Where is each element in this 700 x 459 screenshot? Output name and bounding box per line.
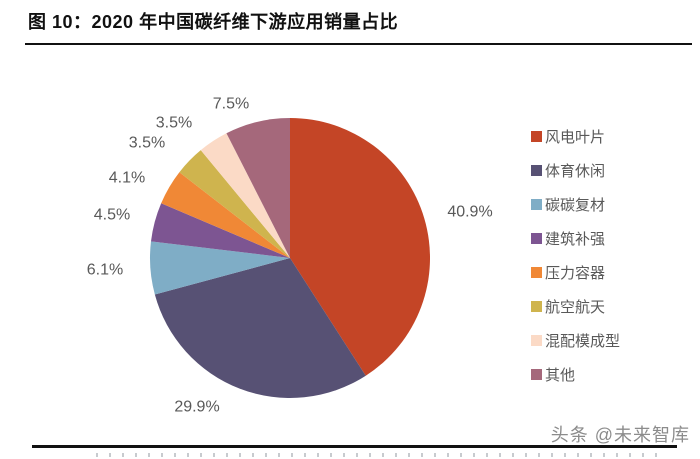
legend-item-label: 其他 <box>545 366 576 384</box>
watermark: 头条 @未来智库 <box>550 425 690 445</box>
legend-item: 航空航天 <box>531 296 620 316</box>
pie-slice-label: 40.9% <box>447 204 492 221</box>
pie-slice <box>290 118 430 376</box>
pie-slice <box>150 241 290 295</box>
legend-item-label: 混配模成型 <box>545 332 621 350</box>
legend-swatch-icon <box>531 198 542 210</box>
legend-swatch-icon <box>531 130 542 142</box>
legend-swatch-icon <box>531 164 542 176</box>
clipped-source-text <box>96 453 662 457</box>
legend-item: 压力容器 <box>531 262 620 282</box>
bottom-divider <box>32 445 677 448</box>
pie-slice-label: 29.9% <box>174 399 219 416</box>
pie-slice-label: 7.5% <box>213 96 249 113</box>
pie-slice-label: 3.5% <box>156 115 192 132</box>
pie-slice <box>200 133 290 258</box>
legend-item-label: 建筑补强 <box>545 230 606 248</box>
legend-swatch-icon <box>531 368 542 380</box>
legend-item-label: 体育休闲 <box>545 162 606 180</box>
pie-slice <box>154 258 366 398</box>
legend-item: 建筑补强 <box>531 228 620 248</box>
pie-slice <box>150 203 290 258</box>
legend-swatch-icon <box>531 300 542 312</box>
pie-slice-label: 3.5% <box>129 135 165 152</box>
pie-slice-label: 4.1% <box>109 170 145 187</box>
pie-slice-label: 4.5% <box>94 207 130 224</box>
pie-slice <box>161 172 290 258</box>
legend-item: 风电叶片 <box>531 126 620 146</box>
pie-slice <box>226 118 290 258</box>
legend-item-label: 压力容器 <box>545 264 606 282</box>
legend-item: 碳碳复材 <box>531 194 620 214</box>
legend-item: 其他 <box>531 364 620 384</box>
legend-item: 混配模成型 <box>531 330 620 350</box>
pie-slice-label: 6.1% <box>87 262 123 279</box>
legend-item-label: 航空航天 <box>545 298 606 316</box>
title-divider <box>25 43 692 45</box>
legend-item-label: 风电叶片 <box>545 128 606 146</box>
legend-item: 体育休闲 <box>531 160 620 180</box>
pie-slice <box>179 150 290 258</box>
legend-swatch-icon <box>531 232 542 244</box>
legend-swatch-icon <box>531 334 542 346</box>
figure-title: 图 10：2020 年中国碳纤维下游应用销量占比 <box>28 12 399 32</box>
legend-item-label: 碳碳复材 <box>545 196 606 214</box>
chart-legend: 风电叶片体育休闲碳碳复材建筑补强压力容器航空航天混配模成型其他 <box>531 126 620 398</box>
legend-swatch-icon <box>531 266 542 278</box>
